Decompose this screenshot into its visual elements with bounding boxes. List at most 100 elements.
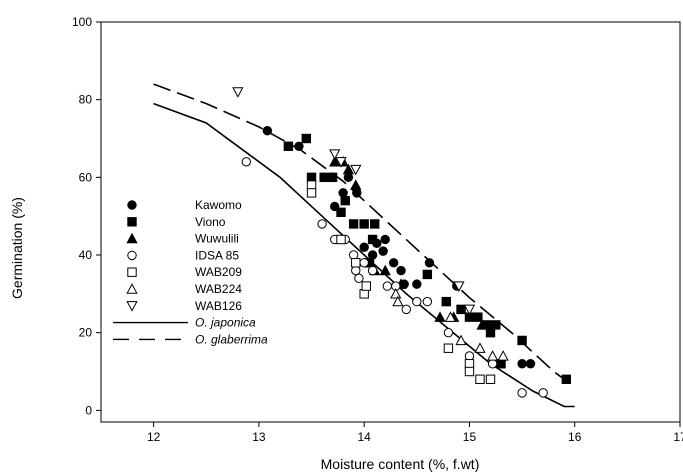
point-kawomo xyxy=(396,265,406,276)
legend-label-o-japonica: O. japonica xyxy=(195,316,256,330)
point-wab209 xyxy=(359,289,369,299)
legend-label-kawomo: Kawomo xyxy=(195,198,242,212)
point-viono xyxy=(327,172,338,183)
point-kawomo xyxy=(412,279,422,289)
legend-marker-wab224 xyxy=(126,283,138,294)
point-wuwulili xyxy=(379,264,391,276)
legend-label-o-glaberrima: O. glaberrima xyxy=(195,332,268,346)
point-wab126 xyxy=(453,281,465,292)
point-idsa-85 xyxy=(422,296,433,307)
point-wab209 xyxy=(306,188,317,198)
point-wab126 xyxy=(350,164,362,176)
point-kawomo xyxy=(388,258,399,268)
point-wab126 xyxy=(463,304,476,316)
legend-label-wab126: WAB126 xyxy=(195,299,242,313)
point-kawomo xyxy=(424,258,435,268)
point-kawomo xyxy=(294,141,304,151)
point-wab224 xyxy=(455,334,467,346)
legend-marker-wab126 xyxy=(126,301,138,312)
point-idsa-85 xyxy=(354,273,364,284)
point-wuwulili xyxy=(329,155,341,167)
point-wuwulili xyxy=(342,163,355,175)
point-viono xyxy=(340,195,350,206)
point-kawomo xyxy=(378,246,388,256)
point-viono xyxy=(336,207,346,217)
point-idsa-85 xyxy=(317,219,327,229)
legend-label-wab224: WAB224 xyxy=(195,282,242,296)
point-idsa-85 xyxy=(517,388,527,398)
point-idsa-85 xyxy=(367,265,378,276)
point-viono xyxy=(517,335,527,346)
point-wab209 xyxy=(464,359,475,369)
point-viono xyxy=(319,172,329,183)
y-tick-label: 80 xyxy=(79,93,93,107)
point-kawomo xyxy=(517,359,527,369)
plot-border xyxy=(100,21,681,423)
point-viono xyxy=(370,219,380,229)
point-wab126 xyxy=(335,157,347,168)
point-viono xyxy=(473,312,483,322)
x-tick-label: 16 xyxy=(568,430,582,444)
point-kawomo xyxy=(343,172,354,183)
point-kawomo xyxy=(380,234,390,245)
x-tick-label: 12 xyxy=(147,430,161,444)
x-axis-label: Moisture content (%, f.wt) xyxy=(321,456,480,472)
point-idsa-85 xyxy=(348,250,359,260)
legend-label-wab209: WAB209 xyxy=(195,265,242,279)
point-idsa-85 xyxy=(443,327,454,338)
point-viono xyxy=(301,133,311,144)
point-viono xyxy=(491,320,501,330)
point-wab209 xyxy=(464,366,475,377)
point-viono xyxy=(359,219,369,229)
point-kawomo xyxy=(352,188,362,198)
point-wab224 xyxy=(392,295,404,307)
point-wuwulili xyxy=(350,179,362,190)
legend-label-viono: Viono xyxy=(195,215,226,229)
point-viono xyxy=(456,304,466,315)
legend-marker-viono xyxy=(127,217,137,227)
legend: Kawomo Viono Wuwulili IDSA 85 WAB209 WAB224 WA… xyxy=(113,198,268,346)
point-viono xyxy=(561,374,572,384)
point-wab224 xyxy=(474,342,486,353)
point-wab224 xyxy=(444,311,457,322)
point-wab224 xyxy=(390,287,402,299)
point-wab209 xyxy=(485,374,496,384)
point-viono xyxy=(367,234,378,245)
point-viono xyxy=(441,296,451,307)
legend-marker-idsa-85 xyxy=(127,250,137,261)
y-tick-label: 100 xyxy=(72,15,92,29)
point-kawomo xyxy=(338,188,348,198)
y-tick-label: 20 xyxy=(79,326,93,340)
point-wab209 xyxy=(475,374,485,384)
y-tick-label: 60 xyxy=(79,170,93,184)
curve-o-glaberrima xyxy=(153,83,576,388)
point-idsa-85 xyxy=(241,157,251,167)
legend-label-idsa-85: IDSA 85 xyxy=(195,248,239,262)
point-viono xyxy=(283,141,294,151)
point-viono xyxy=(496,359,506,369)
point-wab209 xyxy=(351,258,361,268)
data-points xyxy=(232,87,572,398)
point-wab126 xyxy=(232,87,244,98)
x-tick-label: 14 xyxy=(358,430,372,444)
point-idsa-85 xyxy=(538,388,548,398)
point-viono xyxy=(306,172,317,183)
point-idsa-85 xyxy=(382,281,393,291)
point-idsa-85 xyxy=(351,265,361,276)
legend-marker-kawomo xyxy=(127,200,137,210)
point-wab126 xyxy=(329,149,341,160)
legend-label-wuwulili: Wuwulili xyxy=(195,232,239,246)
point-wuwulili xyxy=(476,319,488,330)
point-viono xyxy=(348,219,359,229)
axis-ticks: 12 13 14 15 16 17 0 20 40 60 80 100 xyxy=(72,15,683,444)
y-tick-label: 40 xyxy=(79,248,93,262)
point-wab224 xyxy=(497,350,509,361)
point-idsa-85 xyxy=(412,296,422,307)
point-kawomo xyxy=(525,359,536,369)
point-kawomo xyxy=(262,126,273,136)
point-wab209 xyxy=(336,234,346,245)
point-kawomo xyxy=(359,242,369,252)
point-kawomo xyxy=(367,250,378,260)
point-wuwulili xyxy=(434,311,446,322)
plot-area xyxy=(100,21,681,423)
